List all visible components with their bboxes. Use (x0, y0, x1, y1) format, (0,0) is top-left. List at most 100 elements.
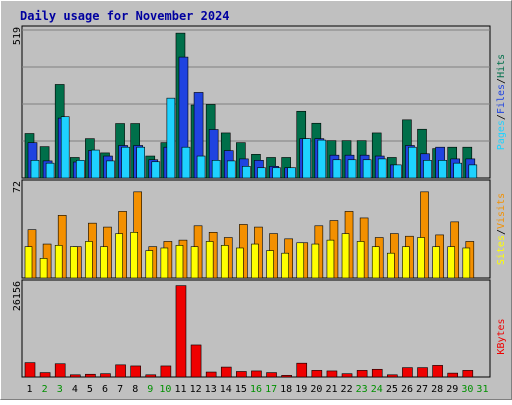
legend-separator: / (496, 229, 507, 235)
sites-bar (402, 246, 410, 279)
sites-bar (251, 243, 259, 279)
x-tick-label: 6 (102, 384, 108, 395)
x-tick-label: 4 (72, 384, 78, 395)
sites-bar (462, 247, 471, 279)
kbytes-bar (220, 366, 232, 378)
sites-bar (236, 247, 244, 279)
sites-bar (266, 250, 274, 279)
sites-bar (160, 247, 169, 279)
x-tick-label: 16 (250, 384, 262, 395)
x-tick-label: 2 (42, 384, 48, 395)
kbytes-legend: KBytes (496, 318, 507, 354)
kbytes-bar (326, 370, 338, 378)
kbytes-bar (69, 374, 81, 378)
pages-bar (60, 116, 70, 179)
sites-bar (296, 242, 305, 279)
x-tick-label: 17 (265, 384, 277, 395)
pages-bar (30, 160, 40, 179)
x-tick-label: 26 (401, 384, 413, 395)
legend-visits: Visits (496, 193, 507, 229)
x-tick-label: 30 (461, 384, 473, 395)
legend-separator: / (496, 114, 507, 120)
kbytes-bar (85, 373, 96, 378)
x-tick-label: 13 (205, 384, 217, 395)
kbytes-bar (251, 370, 262, 378)
sites-bar (341, 233, 350, 279)
sites-bar (205, 241, 214, 279)
pages-bar (393, 164, 402, 179)
pages-bar (211, 160, 221, 179)
sites-bar (39, 258, 48, 279)
kbytes-bar (447, 372, 459, 378)
x-tick-label: 15 (235, 384, 247, 395)
kbytes-bar (24, 362, 36, 378)
sites-bar (100, 246, 108, 279)
legend-hits: Hits (496, 54, 507, 78)
pages-bar (453, 162, 463, 179)
x-tick-label: 23 (356, 384, 368, 395)
x-tick-label: 28 (431, 384, 443, 395)
pages-bar (106, 160, 115, 179)
visits-legend: Sites/Visits (496, 193, 507, 265)
kbytes-bar (296, 362, 308, 378)
kbytes-bar (311, 370, 323, 378)
sites-bar (115, 233, 123, 279)
kbytes-bar (190, 344, 202, 378)
legend-kbytes: KBytes (496, 318, 507, 354)
sites-bar (175, 245, 184, 279)
x-tick-label: 27 (416, 384, 428, 395)
sites-bar (326, 239, 335, 279)
x-tick-label: 25 (386, 384, 398, 395)
kbytes-bar (417, 367, 428, 378)
sites-bar (417, 237, 425, 279)
x-tick-label: 21 (325, 384, 337, 395)
pages-bar (121, 146, 130, 179)
kbytes-bar (432, 365, 443, 378)
visits-max-label: 72 (12, 181, 23, 193)
pages-bar (45, 162, 55, 179)
pages-bar (332, 159, 342, 179)
x-tick-label: 1 (27, 384, 33, 395)
traffic-legend: Pages/Files/Hits (496, 54, 507, 150)
x-tick-label: 5 (87, 384, 93, 395)
pages-bar (181, 146, 191, 179)
kbytes-max-label: 26156 (12, 281, 23, 311)
sites-bar (281, 252, 289, 279)
sites-bar (432, 246, 440, 279)
pages-bar (287, 167, 296, 179)
x-tick-label: 18 (280, 384, 292, 395)
pages-bar (362, 159, 372, 179)
kbytes-bar (130, 365, 141, 378)
pages-bar (377, 158, 387, 179)
kbytes-bar (281, 375, 292, 378)
x-tick-label: 31 (476, 384, 488, 395)
pages-bar (91, 149, 100, 179)
x-tick-label: 12 (190, 384, 202, 395)
x-tick-label: 11 (174, 384, 186, 395)
pages-bar (75, 160, 85, 179)
kbytes-bar (205, 371, 217, 378)
legend-files: Files (496, 84, 507, 114)
pages-bar (423, 160, 432, 179)
sites-bar (371, 246, 380, 279)
x-tick-label: 10 (159, 384, 171, 395)
pages-bar (468, 164, 478, 179)
sites-bar (85, 241, 93, 279)
sites-bar (190, 246, 199, 279)
pages-bar (242, 166, 251, 179)
sites-bar (54, 245, 63, 279)
kbytes-bar (236, 371, 247, 378)
kbytes-bar (175, 285, 187, 378)
pages-bar (408, 146, 417, 179)
x-tick-label: 19 (295, 384, 307, 395)
kbytes-bar (387, 374, 398, 378)
kbytes-bar (371, 368, 383, 378)
sites-bar (311, 243, 320, 279)
legend-pages: Pages (496, 120, 507, 150)
kbytes-bar (402, 367, 413, 378)
kbytes-bar (115, 364, 126, 378)
kbytes-bar (39, 372, 51, 378)
sites-bar (130, 232, 138, 279)
